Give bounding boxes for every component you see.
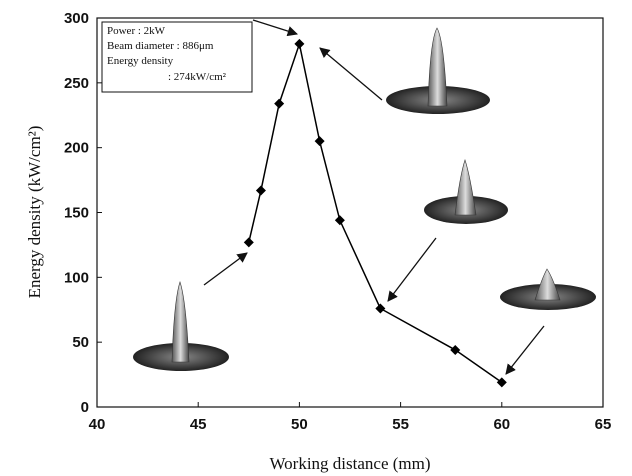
y-tick-label: 200 [64, 140, 89, 157]
y-tick-label: 50 [72, 334, 89, 351]
annotation-text: Beam diameter : 886μm [107, 40, 214, 52]
x-tick-label: 65 [595, 416, 612, 433]
y-tick-label: 0 [81, 399, 89, 416]
x-tick-label: 60 [493, 416, 510, 433]
data-point [496, 377, 507, 388]
beam-profiles [133, 27, 596, 371]
data-point [243, 237, 254, 248]
annotation-text: Energy density [107, 55, 174, 67]
data-point [450, 344, 461, 355]
y-tick-label: 250 [64, 75, 89, 92]
y-tick-label: 100 [64, 269, 89, 286]
y-tick-label: 300 [64, 10, 89, 27]
y-tick-label: 150 [64, 205, 89, 222]
data-point [375, 303, 386, 314]
data-point [314, 136, 325, 147]
data-point [255, 185, 266, 196]
annotation-text: : 274kW/cm² [168, 71, 227, 83]
arrows [203, 19, 545, 375]
data-point [334, 215, 345, 226]
x-axis-label: Working distance (mm) [269, 454, 430, 473]
x-tick-label: 55 [392, 416, 409, 433]
x-tick-label: 45 [190, 416, 207, 433]
data-point [294, 38, 305, 49]
x-tick-label: 50 [291, 416, 308, 433]
x-tick-label: 40 [89, 416, 106, 433]
annotation-box [101, 21, 253, 93]
annotation-text: Power : 2kW [107, 25, 166, 37]
y-axis-label: Energy density (kW/cm²) [25, 126, 44, 299]
data-point [274, 98, 285, 109]
